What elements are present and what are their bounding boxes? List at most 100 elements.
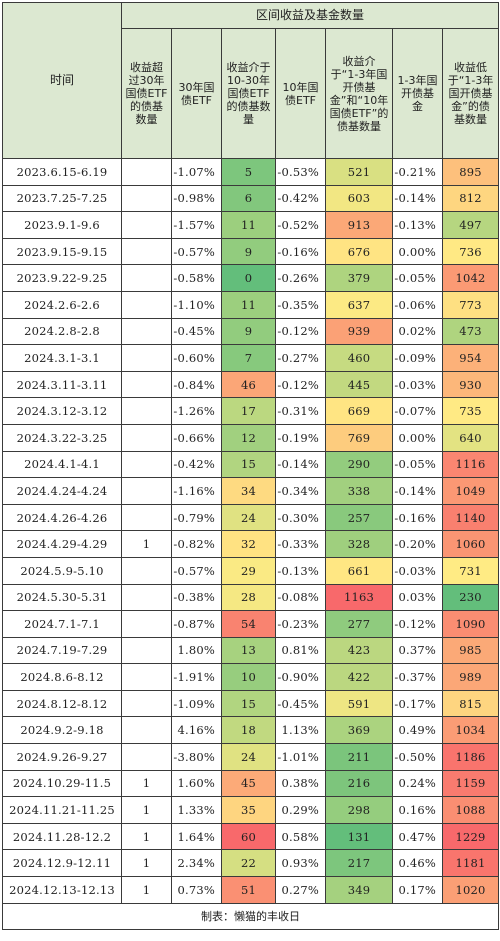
col-header-1-3y-fund: 1-3年国开债基金 (392, 28, 443, 159)
table-row: 2023.9.15-9.15 -0.57% 9 -0.16% 676 0.00% 736 (2, 237, 500, 266)
fund-1-3y-return-cell: -0.16% (392, 503, 443, 532)
table-row: 2024.12.13-12.13 1 0.73% 51 0.27% 349 0.17% 102… (2, 876, 500, 904)
table-row: 2024.3.1-3.1 -0.60% 7 -0.27% 460 -0.09% 954 (2, 344, 500, 372)
table-row: 2023.9.1-9.6 -1.57% 11 -0.52% 913 -0.13% 497 (2, 211, 500, 239)
above-30y-count-cell (121, 503, 172, 532)
table-row: 2024.4.1-4.1 -0.42% 15 -0.14% 290 -0.05% 1116 (2, 450, 500, 479)
etf-10y-return-cell: -0.30% (275, 503, 326, 532)
above-30y-count-cell (121, 211, 172, 239)
fund-1-3y-return-cell: 0.37% (392, 636, 443, 665)
etf-30y-return-cell: -0.38% (171, 583, 222, 612)
below-1-3y-count-cell: 735 (441, 397, 500, 425)
above-30y-count-cell (121, 397, 172, 425)
count-1-3y-to-10y-cell: 277 (325, 610, 393, 638)
table-row: 2024.11.28-12.2 1 1.64% 60 0.58% 131 0.47% 1229 (2, 822, 500, 851)
count-1-3y-to-10y-cell: 939 (325, 317, 393, 346)
date-cell: 2023.7.25-7.25 (2, 184, 122, 213)
fund-1-3y-return-cell: -0.14% (392, 184, 443, 213)
date-cell: 2024.3.11-3.11 (2, 370, 122, 399)
date-cell: 2024.3.22-3.25 (2, 423, 122, 452)
table-row: 2024.12.9-12.11 1 2.34% 22 0.93% 217 0.46% 1181 (2, 849, 500, 878)
etf-10y-return-cell: -0.90% (275, 663, 326, 691)
etf-10y-return-cell: -0.14% (275, 450, 326, 479)
count-10-30y-cell: 51 (221, 876, 276, 904)
above-30y-count-cell (121, 556, 172, 585)
above-30y-count-cell (121, 237, 172, 266)
count-1-3y-to-10y-cell: 423 (325, 636, 393, 665)
date-cell: 2023.9.22-9.25 (2, 264, 122, 292)
above-30y-count-cell (121, 636, 172, 665)
fund-1-3y-return-cell: 0.02% (392, 317, 443, 346)
fund-1-3y-return-cell: 0.00% (392, 237, 443, 266)
table-row: 2024.3.12-3.12 -1.26% 17 -0.31% 669 -0.07% 735 (2, 397, 500, 425)
above-30y-count-cell: 1 (121, 876, 172, 904)
count-10-30y-cell: 24 (221, 503, 276, 532)
etf-10y-return-cell: -0.13% (275, 556, 326, 585)
count-1-3y-to-10y-cell: 603 (325, 184, 393, 213)
col-header-1-3y-to-10y: 收益介于“1-3年国开债基金”和“10年国债ETF”的债基数量 (325, 28, 393, 159)
above-30y-count-cell (121, 423, 172, 452)
etf-30y-return-cell: -0.79% (171, 503, 222, 532)
count-10-30y-cell: 54 (221, 610, 276, 638)
below-1-3y-count-cell: 1116 (441, 450, 500, 479)
below-1-3y-count-cell: 1049 (441, 477, 500, 505)
etf-10y-return-cell: 0.27% (275, 876, 326, 904)
above-30y-count-cell (121, 689, 172, 718)
count-10-30y-cell: 7 (221, 344, 276, 372)
fund-1-3y-return-cell: -0.03% (392, 370, 443, 399)
count-10-30y-cell: 29 (221, 556, 276, 585)
below-1-3y-count-cell: 930 (441, 370, 500, 399)
table-row: 2024.11.21-11.25 1 1.33% 35 0.29% 298 0.16% 108… (2, 796, 500, 824)
count-1-3y-to-10y-cell: 298 (325, 796, 393, 824)
table-row: 2024.8.12-8.12 -1.09% 15 -0.45% 591 -0.17% 815 (2, 689, 500, 718)
date-cell: 2024.5.30-5.31 (2, 583, 122, 612)
above-30y-count-cell: 1 (121, 769, 172, 798)
count-10-30y-cell: 60 (221, 822, 276, 851)
etf-30y-return-cell: -0.57% (171, 556, 222, 585)
below-1-3y-count-cell: 473 (441, 317, 500, 346)
table-body: 2023.6.15-6.19 -1.07% 5 -0.53% 521 -0.21% 895 2… (2, 158, 500, 904)
etf-30y-return-cell: 1.33% (171, 796, 222, 824)
above-30y-count-cell (121, 450, 172, 479)
date-cell: 2024.8.6-8.12 (2, 663, 122, 691)
etf-10y-return-cell: -1.01% (275, 743, 326, 771)
count-10-30y-cell: 0 (221, 264, 276, 292)
fund-1-3y-return-cell: -0.17% (392, 689, 443, 718)
count-10-30y-cell: 6 (221, 184, 276, 213)
date-cell: 2024.2.8-2.8 (2, 317, 122, 346)
table-row: 2024.7.19-7.29 1.80% 13 0.81% 423 0.37% 985 (2, 636, 500, 665)
etf-10y-return-cell: -0.35% (275, 290, 326, 319)
col-header-above-30y: 收益超过30年国债ETF的债基数量 (121, 28, 172, 159)
etf-10y-return-cell: -0.16% (275, 237, 326, 266)
count-1-3y-to-10y-cell: 661 (325, 556, 393, 585)
date-cell: 2024.10.29-11.5 (2, 769, 122, 798)
table-row: 2024.5.30-5.31 -0.38% 28 -0.08% 1163 0.03% 230 (2, 583, 500, 612)
date-cell: 2024.3.12-3.12 (2, 397, 122, 425)
fund-1-3y-return-cell: -0.09% (392, 344, 443, 372)
etf-10y-return-cell: -0.42% (275, 184, 326, 213)
fund-1-3y-return-cell: 0.03% (392, 583, 443, 612)
count-10-30y-cell: 24 (221, 743, 276, 771)
count-1-3y-to-10y-cell: 637 (325, 290, 393, 319)
group-header: 区间收益及基金数量 (120, 2, 500, 29)
table-row: 2024.5.9-5.10 -0.57% 29 -0.13% 661 -0.03% 731 (2, 556, 500, 585)
below-1-3y-count-cell: 1181 (441, 849, 500, 878)
count-1-3y-to-10y-cell: 217 (325, 849, 393, 878)
date-cell: 2023.6.15-6.19 (2, 158, 122, 186)
count-10-30y-cell: 28 (221, 583, 276, 612)
below-1-3y-count-cell: 230 (441, 583, 500, 612)
fund-1-3y-return-cell: -0.06% (392, 290, 443, 319)
above-30y-count-cell (121, 477, 172, 505)
etf-10y-return-cell: 0.81% (275, 636, 326, 665)
count-10-30y-cell: 10 (221, 663, 276, 691)
count-10-30y-cell: 13 (221, 636, 276, 665)
above-30y-count-cell (121, 184, 172, 213)
count-1-3y-to-10y-cell: 216 (325, 769, 393, 798)
count-1-3y-to-10y-cell: 422 (325, 663, 393, 691)
below-1-3y-count-cell: 895 (441, 158, 500, 186)
table-row: 2024.7.1-7.1 -0.87% 54 -0.23% 277 -0.12% 1090 (2, 610, 500, 638)
below-1-3y-count-cell: 985 (441, 636, 500, 665)
fund-1-3y-return-cell: -0.20% (392, 530, 443, 558)
etf-30y-return-cell: -0.82% (171, 530, 222, 558)
above-30y-count-cell: 1 (121, 530, 172, 558)
